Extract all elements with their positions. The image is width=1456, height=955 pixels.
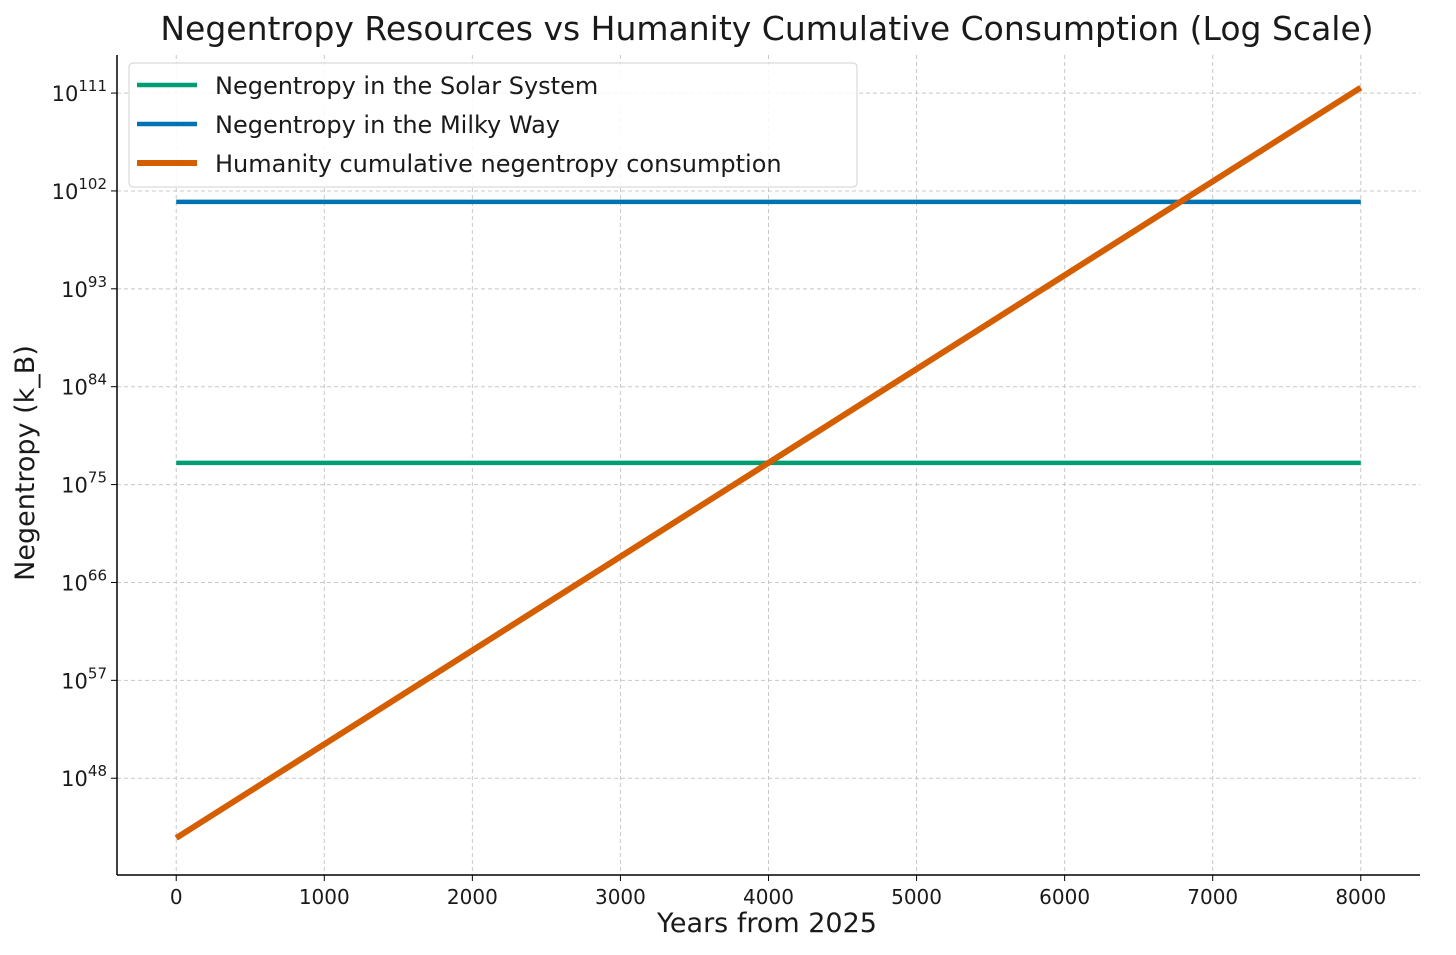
y-tick-label: 1093	[61, 273, 107, 302]
y-tick-label: 1066	[61, 566, 107, 595]
x-tick-label: 0	[170, 885, 183, 909]
y-tick-label: 1075	[61, 469, 107, 498]
x-axis-label: Years from 2025	[656, 908, 877, 939]
legend-box	[128, 62, 858, 188]
y-tick-label: 1048	[61, 762, 107, 791]
x-tick-label: 8000	[1335, 885, 1386, 909]
y-axis-label: Negentropy (k_B)	[10, 345, 41, 581]
x-tick-label: 1000	[299, 885, 350, 909]
series-lines	[174, 85, 1363, 841]
ticks: 0 1000 2000 3000 4000 5000 6000 7000 8000 1048 105…	[52, 77, 1387, 909]
y-tick-label: 1084	[61, 371, 107, 400]
y-tick-label: 1057	[61, 664, 107, 693]
legend: Negentropy in the Solar System Negentropy…	[128, 62, 858, 188]
x-tick-label: 5000	[891, 885, 942, 909]
x-tick-label: 4000	[743, 885, 794, 909]
x-tick-label: 7000	[1187, 885, 1238, 909]
legend-label: Negentropy in the Solar System	[215, 72, 598, 100]
series-line-3	[174, 85, 1363, 841]
x-tick-label: 3000	[595, 885, 646, 909]
legend-label: Humanity cumulative negentropy consumpti…	[215, 150, 782, 178]
x-tick-label: 6000	[1039, 885, 1090, 909]
x-tick-label: 2000	[447, 885, 498, 909]
y-tick-label: 10111	[52, 77, 107, 106]
y-tick-label: 10102	[52, 175, 107, 204]
chart-title: Negentropy Resources vs Humanity Cumulat…	[160, 9, 1373, 48]
legend-label: Negentropy in the Milky Way	[215, 111, 560, 139]
